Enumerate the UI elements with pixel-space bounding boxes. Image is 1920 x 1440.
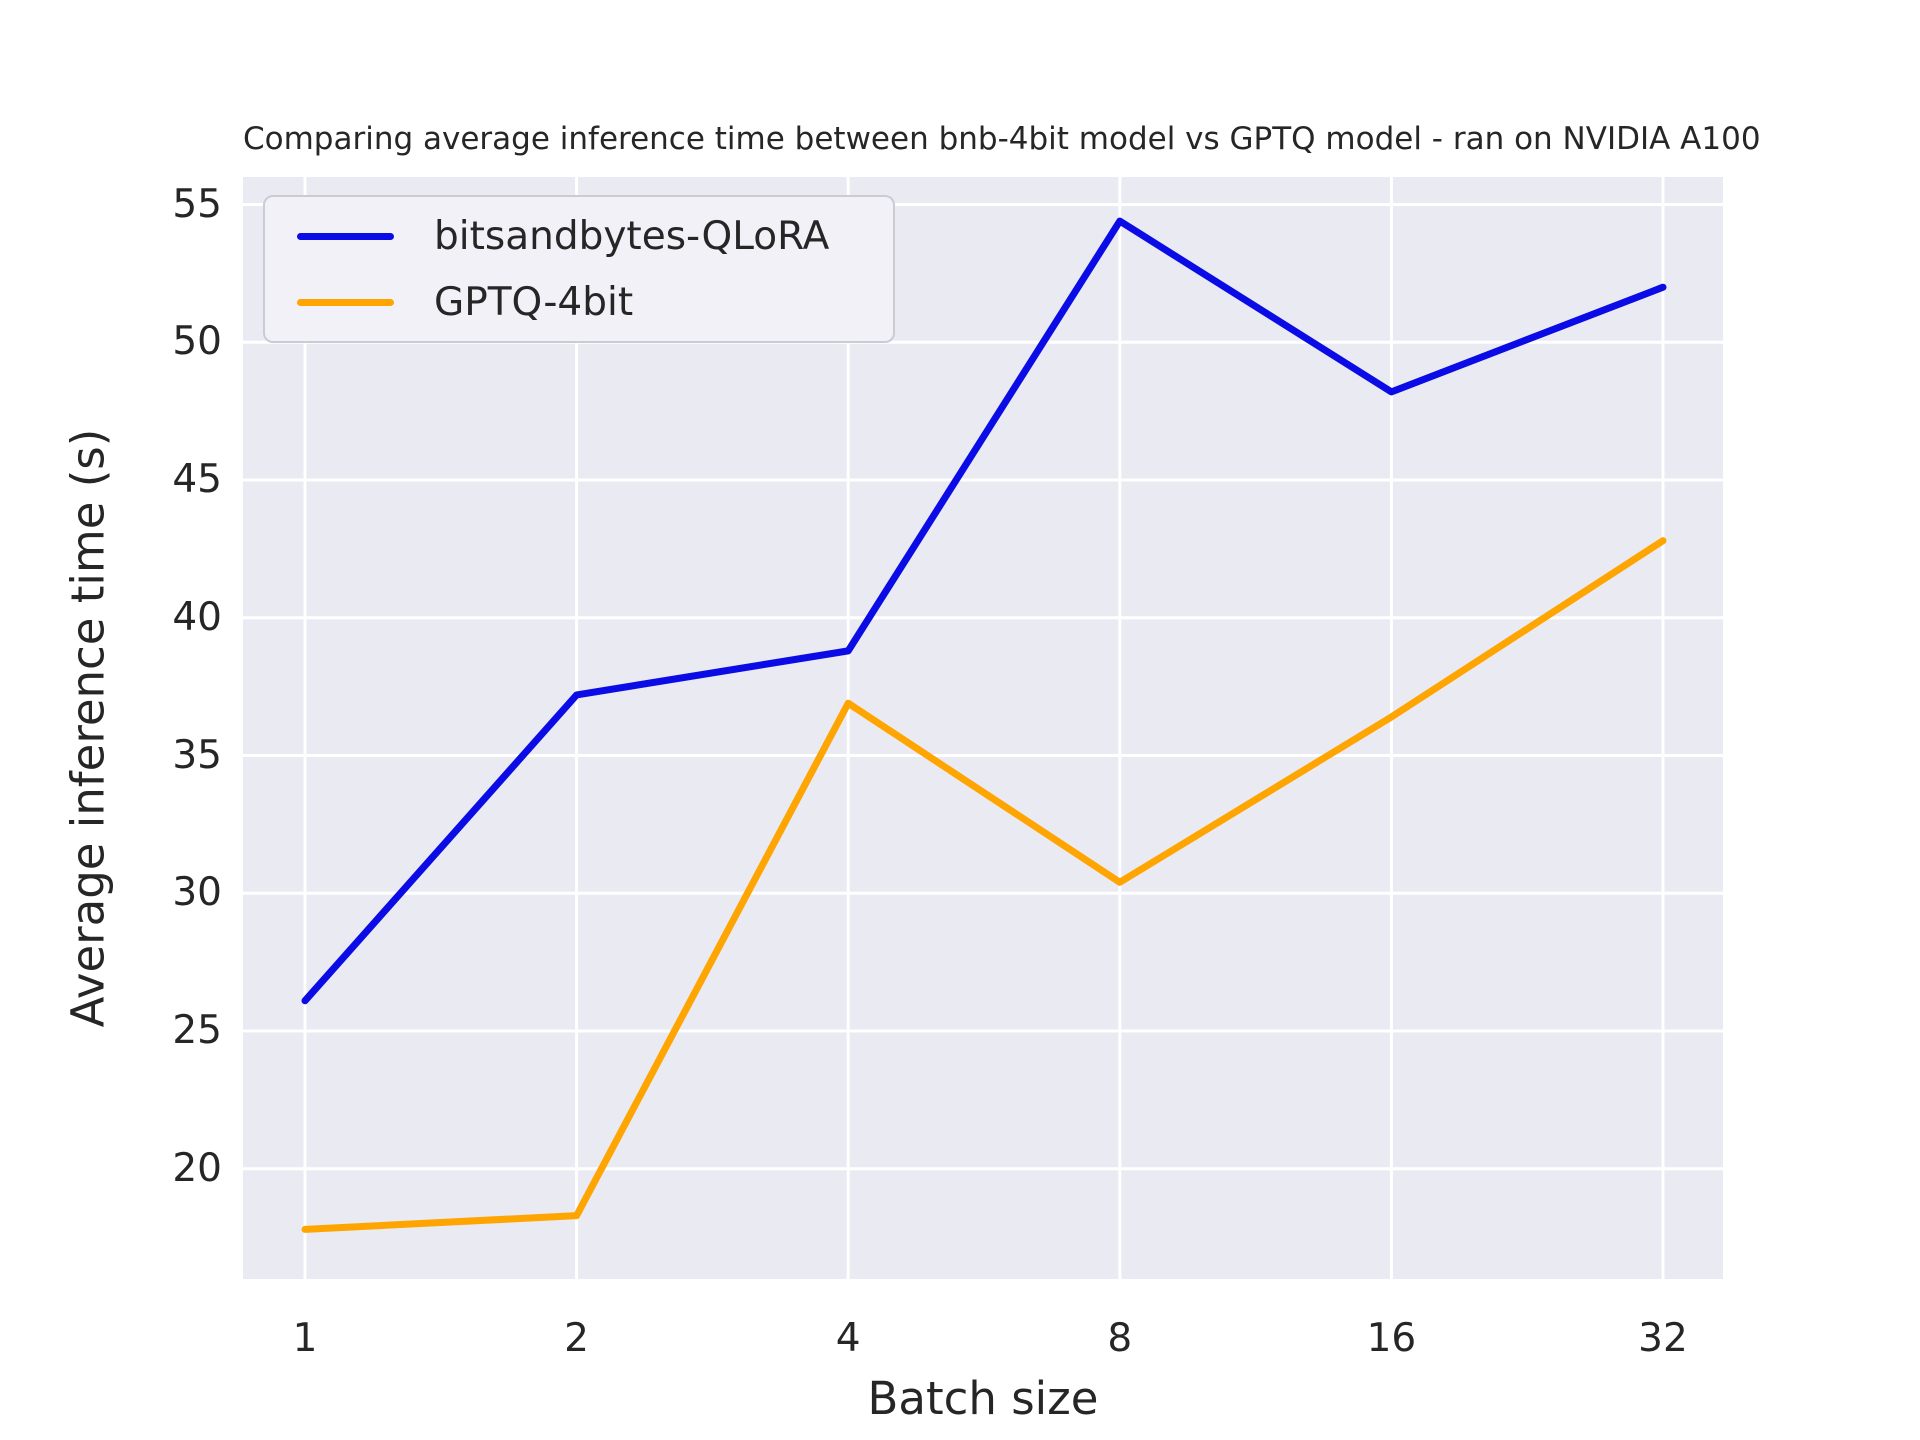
legend-label: GPTQ-4bit xyxy=(434,279,634,325)
chart-svg xyxy=(243,177,1723,1279)
y-tick-label: 55 xyxy=(172,181,222,227)
x-tick-label: 16 xyxy=(1366,1316,1417,1361)
legend-line-swatch xyxy=(297,232,394,240)
y-tick-label: 50 xyxy=(172,319,222,365)
y-tick-label: 30 xyxy=(172,870,222,916)
y-tick-label: 40 xyxy=(172,594,222,640)
y-tick-label: 20 xyxy=(172,1145,222,1191)
y-tick-label: 35 xyxy=(172,732,222,778)
x-tick-label: 2 xyxy=(564,1316,589,1361)
y-tick-label: 25 xyxy=(172,1008,222,1054)
x-axis-label: Batch size xyxy=(867,1372,1099,1425)
legend-label: bitsandbytes-QLoRA xyxy=(434,213,830,259)
x-tick-label: 8 xyxy=(1107,1316,1133,1361)
chart-title: Comparing average inference time between… xyxy=(243,121,1761,157)
x-tick-label: 32 xyxy=(1638,1316,1688,1361)
x-tick-label: 4 xyxy=(835,1316,861,1361)
x-tick-label: 1 xyxy=(292,1316,318,1361)
legend-line-swatch xyxy=(297,298,394,306)
series-line-bitsandbytes-qlora xyxy=(301,217,1667,1005)
legend-item: bitsandbytes-QLoRA xyxy=(297,208,893,264)
plot-area xyxy=(243,177,1723,1279)
y-axis-label: Average inference time (s) xyxy=(61,428,115,1028)
legend: bitsandbytes-QLoRA GPTQ-4bit xyxy=(263,195,895,343)
series-line-gptq-4bit xyxy=(301,537,1667,1233)
y-tick-label: 45 xyxy=(172,457,222,503)
legend-item: GPTQ-4bit xyxy=(297,274,893,330)
